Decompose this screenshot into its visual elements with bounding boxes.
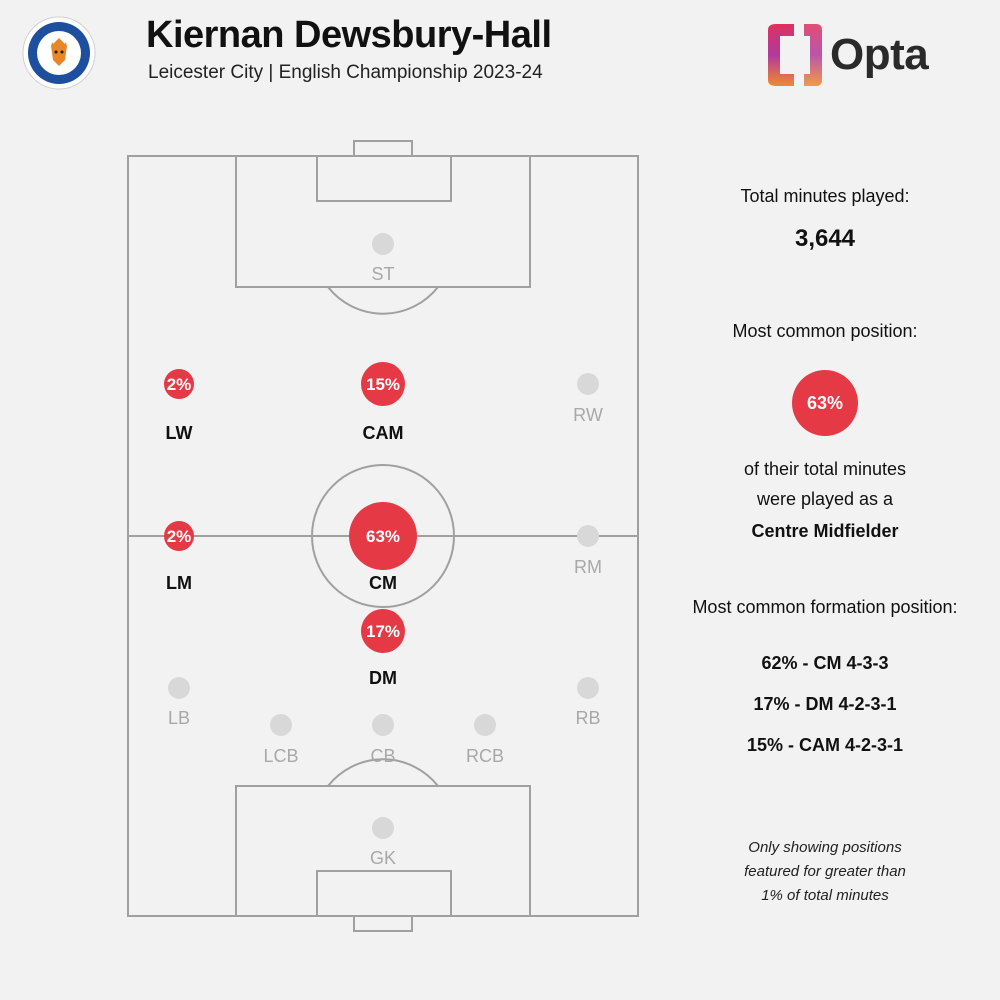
- position-marker-lb: [168, 677, 190, 699]
- top-goal: [353, 140, 413, 157]
- opta-bracket-logo-icon: [768, 24, 822, 86]
- bottom-goal: [353, 915, 413, 932]
- footnote-line-3: 1% of total minutes: [761, 887, 889, 904]
- formation-item-3: 15% - CAM 4-2-3-1: [746, 735, 904, 755]
- formation-item-2: 17% - DM 4-2-3-1: [753, 694, 897, 714]
- position-label-rcb: RCB: [466, 746, 504, 766]
- most-common-position-marker: 63%: [792, 370, 858, 436]
- position-label-cm: CM: [369, 573, 397, 593]
- position-label-st: ST: [371, 264, 394, 284]
- position-pct-lm: 2%: [167, 527, 192, 546]
- position-label-lm: LM: [166, 573, 192, 593]
- description-line-1: of their total minutes: [743, 459, 907, 479]
- position-marker-st: [372, 233, 394, 255]
- most-common-position-pct: 63%: [807, 393, 843, 413]
- position-marker-lcb: [270, 714, 292, 736]
- position-label-rm: RM: [574, 557, 602, 577]
- position-marker-rm: [577, 525, 599, 547]
- position-marker-rb: [577, 677, 599, 699]
- top-penalty-arc: [327, 286, 439, 315]
- total-minutes-label: Total minutes played:: [740, 186, 910, 206]
- position-label-lcb: LCB: [263, 746, 298, 766]
- position-label-lb: LB: [168, 708, 190, 728]
- position-label-dm: DM: [369, 668, 397, 688]
- formation-item-1: 62% - CM 4-3-3: [761, 653, 889, 673]
- position-label-cb: CB: [370, 746, 395, 766]
- position-marker-dm: [361, 609, 405, 653]
- position-marker-cm: [349, 502, 417, 570]
- page-title: Kiernan Dewsbury-Hall: [146, 14, 552, 56]
- most-common-position-label: Most common position:: [732, 321, 918, 341]
- position-pct-cm: 63%: [366, 527, 400, 546]
- position-marker-cam: [361, 362, 405, 406]
- position-marker-rw: [577, 373, 599, 395]
- position-label-rb: RB: [575, 708, 600, 728]
- position-pct-lw: 2%: [167, 375, 192, 394]
- footnote-line-1: Only showing positions: [748, 839, 902, 856]
- bottom-penalty-arc: [327, 758, 439, 787]
- position-label-lw: LW: [166, 423, 193, 443]
- position-marker-lm: [164, 521, 194, 551]
- centre-circle: [311, 464, 455, 608]
- position-name: Centre Midfielder: [751, 521, 899, 541]
- leicester-city-crest-icon: [22, 16, 96, 90]
- position-pct-cam: 15%: [366, 375, 400, 394]
- position-label-gk: GK: [370, 848, 396, 868]
- top-six-yard-box: [316, 155, 452, 202]
- bottom-six-yard-box: [316, 870, 452, 917]
- position-pct-dm: 17%: [366, 622, 400, 641]
- formation-position-label: Most common formation position:: [692, 597, 958, 617]
- position-label-rw: RW: [573, 405, 603, 425]
- footnote-line-2: featured for greater than: [744, 863, 906, 880]
- position-marker-lw: [164, 369, 194, 399]
- total-minutes-value: 3,644: [794, 225, 856, 252]
- position-marker-cb: [372, 714, 394, 736]
- position-marker-gk: [372, 817, 394, 839]
- page-subtitle: Leicester City | English Championship 20…: [148, 62, 543, 83]
- position-marker-rcb: [474, 714, 496, 736]
- opta-logo-text: Opta: [830, 30, 929, 79]
- position-label-cam: CAM: [363, 423, 404, 443]
- description-line-2: were played as a: [756, 489, 894, 509]
